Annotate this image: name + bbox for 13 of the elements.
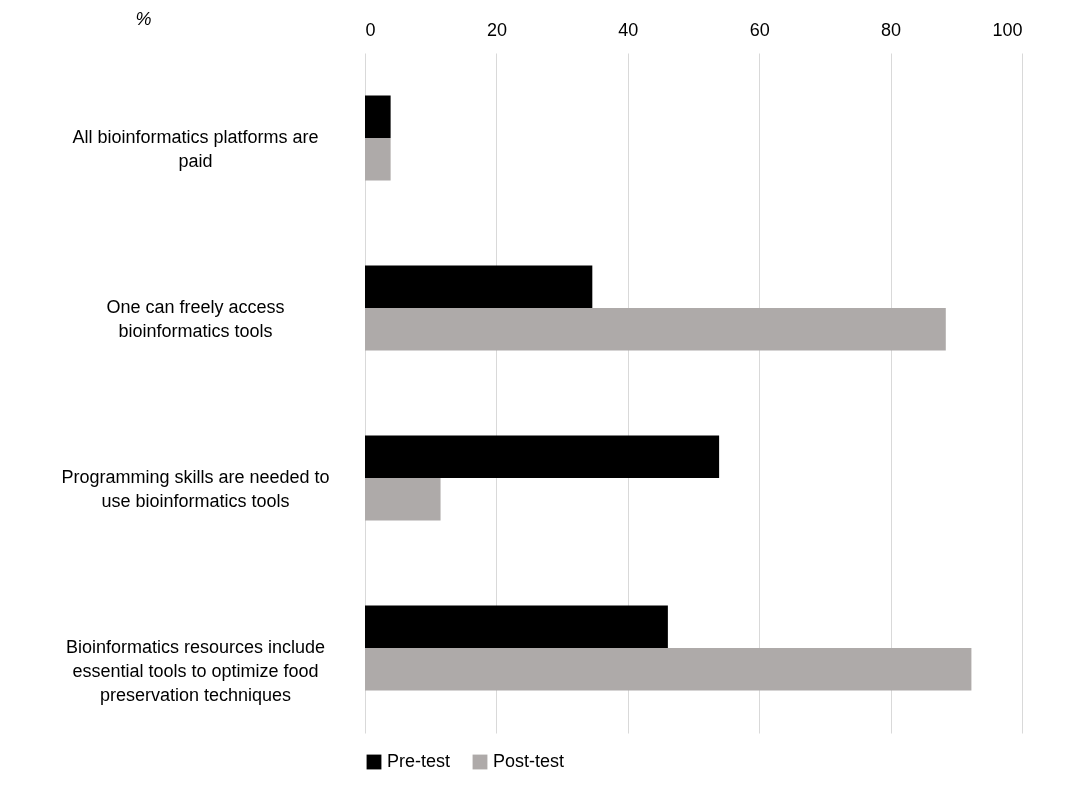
x-tick-label: 40 xyxy=(618,19,639,40)
y-tick-label: All bioinformatics platforms are paid xyxy=(72,127,319,171)
x-tick-label: 80 xyxy=(881,19,902,40)
x-tick-label: 0 xyxy=(365,19,376,40)
y-tick-label: One can freely access bioinformatics tools xyxy=(106,297,285,341)
x-tick-label: 20 xyxy=(486,19,507,40)
y-tick-label: Bioinformatics resources include essential tools to optimize food preservation techniques xyxy=(65,637,326,705)
y-tick-label: Programming skills are needed to use bioinformatics tools xyxy=(61,467,330,511)
x-axis-title: % xyxy=(135,8,152,29)
x-tick-label: 100 xyxy=(992,19,1023,40)
legend-label: Pre-test xyxy=(387,751,451,771)
x-tick-label: 60 xyxy=(749,19,770,40)
legend-label: Post-test xyxy=(493,751,565,771)
